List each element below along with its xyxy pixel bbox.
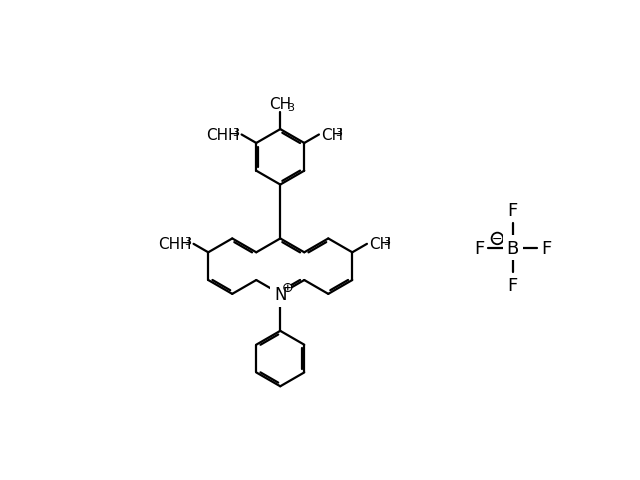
Text: F: F (474, 239, 484, 257)
Text: 3: 3 (184, 237, 191, 247)
Text: CH: CH (321, 128, 344, 143)
Text: F: F (541, 239, 552, 257)
Text: H: H (228, 128, 239, 143)
Text: N: N (274, 285, 287, 303)
Text: 3: 3 (335, 128, 342, 137)
Text: F: F (508, 202, 518, 220)
Text: 3: 3 (232, 128, 239, 137)
Text: ⊕: ⊕ (282, 280, 293, 294)
Text: CH: CH (269, 96, 291, 111)
Text: CH: CH (158, 237, 180, 252)
Text: CH: CH (206, 128, 228, 143)
Text: F: F (508, 276, 518, 295)
Text: B: B (507, 239, 519, 257)
Text: 3: 3 (287, 103, 294, 113)
Text: H: H (180, 237, 191, 252)
Text: −: − (492, 232, 502, 245)
Text: CH: CH (369, 237, 392, 252)
Text: 3: 3 (383, 237, 390, 247)
